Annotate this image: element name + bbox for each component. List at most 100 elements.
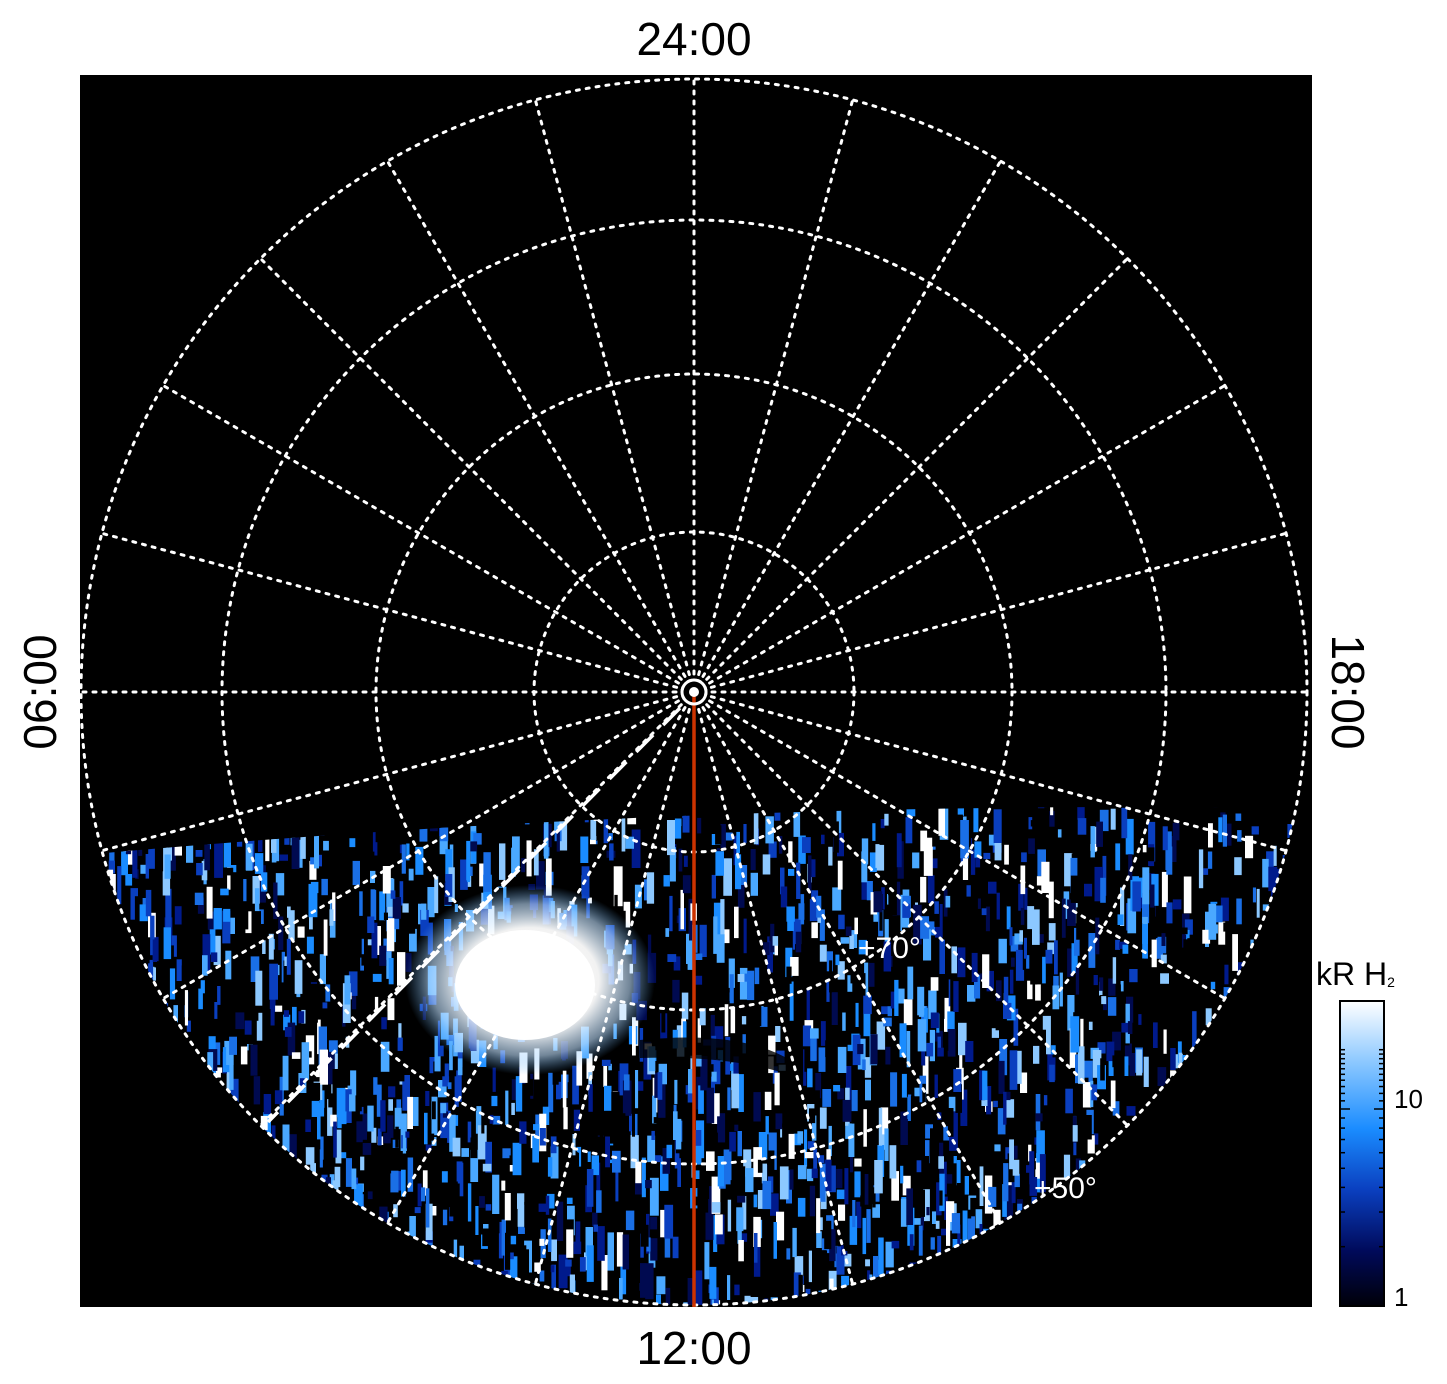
emission-speckle [327, 1099, 333, 1136]
emission-speckle [573, 1241, 582, 1255]
emission-speckle [515, 1076, 523, 1112]
emission-speckle [817, 1155, 825, 1164]
emission-speckle [1151, 873, 1159, 906]
emission-speckle [1027, 906, 1035, 930]
emission-speckle [1020, 1072, 1028, 1093]
emission-speckle [657, 1072, 663, 1100]
emission-speckle [724, 832, 733, 841]
emission-speckle [352, 860, 360, 886]
emission-speckle [837, 961, 845, 980]
emission-speckle [675, 1253, 684, 1266]
emission-speckle [641, 1157, 646, 1198]
emission-speckle [278, 1047, 286, 1065]
emission-speckle [163, 927, 172, 960]
emission-speckle [236, 1045, 245, 1064]
emission-speckle [148, 848, 155, 869]
emission-speckle [425, 1144, 432, 1151]
emission-speckle [229, 1049, 234, 1090]
emission-speckle [736, 921, 744, 937]
emission-speckle [1062, 1034, 1071, 1059]
emission-speckle [1184, 919, 1193, 935]
emission-speckle [1067, 995, 1075, 1031]
emission-speckle [959, 1044, 963, 1077]
emission-speckle [956, 1160, 961, 1183]
emission-speckle [635, 1161, 642, 1184]
emission-speckle [395, 1126, 399, 1148]
emission-speckle [217, 1024, 225, 1041]
emission-speckle [348, 971, 358, 996]
emission-speckle [604, 1085, 612, 1111]
emission-speckle [1043, 1095, 1048, 1106]
emission-speckle [966, 885, 971, 899]
emission-speckle [716, 1266, 721, 1280]
emission-speckle [804, 1152, 814, 1159]
emission-speckle [650, 1238, 658, 1261]
emission-speckle [672, 979, 680, 1003]
emission-speckle [298, 839, 303, 868]
emission-speckle [693, 975, 703, 985]
emission-speckle [687, 1278, 696, 1305]
emission-speckle [1202, 929, 1211, 944]
emission-speckle [1042, 956, 1046, 984]
emission-speckle [681, 992, 689, 1020]
emission-speckle [786, 906, 795, 922]
emission-speckle [916, 1160, 922, 1173]
emission-speckle [973, 806, 979, 833]
emission-speckle [899, 1023, 907, 1058]
emission-speckle [895, 988, 905, 1004]
emission-speckle [1020, 865, 1026, 895]
emission-speckle [1075, 1304, 1083, 1305]
emission-speckle [370, 851, 375, 859]
emission-speckle [479, 1196, 485, 1208]
emission-speckle [1147, 847, 1155, 862]
emission-speckle [371, 1127, 377, 1143]
emission-speckle [993, 809, 1002, 843]
emission-speckle [915, 958, 923, 993]
emission-speckle [930, 1139, 938, 1162]
emission-speckle [379, 891, 386, 921]
emission-speckle [939, 939, 945, 974]
emission-speckle [408, 868, 414, 881]
emission-speckle [820, 1021, 826, 1046]
emission-speckle [902, 1175, 911, 1196]
emission-speckle [761, 1163, 767, 1184]
emission-speckle [213, 908, 222, 930]
emission-speckle [774, 939, 778, 956]
emission-speckle [265, 835, 270, 862]
emission-speckle [928, 806, 937, 825]
emission-speckle [1084, 1060, 1093, 1090]
emission-speckle [1237, 830, 1242, 842]
emission-speckle [645, 1263, 654, 1300]
emission-speckle [613, 866, 623, 907]
emission-speckle [884, 1128, 889, 1161]
emission-speckle [305, 1147, 315, 1165]
emission-speckle [229, 917, 235, 934]
emission-speckle [728, 1063, 734, 1071]
emission-speckle [1162, 992, 1166, 1028]
emission-speckle [1166, 846, 1173, 875]
emission-speckle [1168, 807, 1173, 839]
emission-speckle [467, 1121, 472, 1143]
emission-speckle [793, 806, 801, 837]
emission-speckle [650, 1216, 658, 1230]
emission-speckle [838, 1204, 846, 1221]
emission-speckle [864, 962, 869, 1002]
emission-speckle [92, 1309, 98, 1327]
emission-speckle [521, 858, 526, 873]
emission-speckle [1009, 854, 1015, 873]
emission-speckle [678, 848, 683, 872]
local-time-spoke [705, 257, 1129, 681]
emission-speckle [375, 874, 382, 890]
emission-speckle [586, 1245, 594, 1282]
emission-speckle [556, 1081, 561, 1100]
emission-speckle [361, 954, 369, 966]
emission-speckle [1006, 1091, 1011, 1101]
emission-speckle [988, 881, 997, 894]
emission-speckle [930, 1012, 939, 1029]
emission-speckle [492, 1067, 496, 1092]
emission-speckle [905, 817, 913, 844]
emission-speckle [754, 1233, 758, 1263]
emission-speckle [819, 909, 825, 941]
emission-speckle [808, 1250, 812, 1283]
emission-speckle [456, 1070, 462, 1102]
